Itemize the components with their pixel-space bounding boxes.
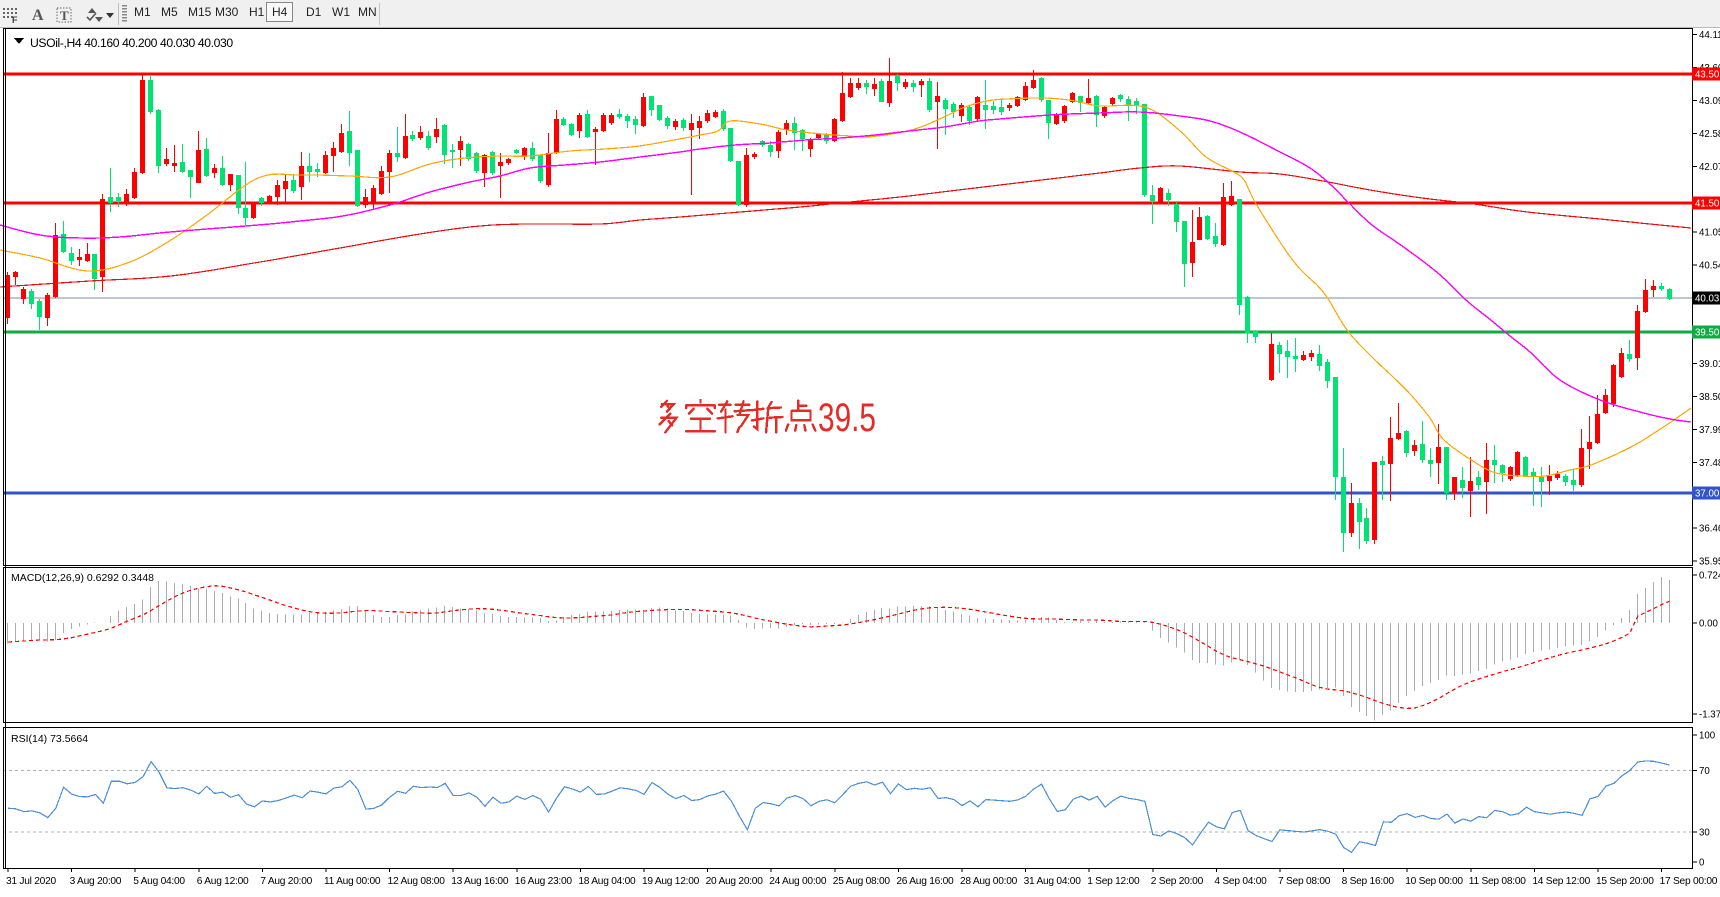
svg-text:37.99: 37.99 <box>1699 425 1720 436</box>
svg-text:T: T <box>60 8 69 23</box>
svg-text:37.48: 37.48 <box>1699 458 1720 469</box>
svg-text:31 Jul 2020: 31 Jul 2020 <box>6 876 57 887</box>
svg-text:36.46: 36.46 <box>1699 524 1720 535</box>
svg-text:26 Aug 16:00: 26 Aug 16:00 <box>896 876 954 887</box>
svg-text:30: 30 <box>1699 828 1710 839</box>
svg-text:100: 100 <box>1699 731 1716 742</box>
svg-text:12 Aug 08:00: 12 Aug 08:00 <box>388 876 446 887</box>
svg-text:0.7240: 0.7240 <box>1699 571 1720 582</box>
svg-text:38.50: 38.50 <box>1699 392 1720 403</box>
svg-text:39.50: 39.50 <box>1695 328 1720 339</box>
svg-text:A: A <box>32 7 44 24</box>
svg-text:17 Sep 00:00: 17 Sep 00:00 <box>1660 876 1718 887</box>
svg-text:-1.37: -1.37 <box>1699 710 1720 721</box>
svg-text:35.95: 35.95 <box>1699 557 1720 568</box>
svg-text:20 Aug 20:00: 20 Aug 20:00 <box>706 876 764 887</box>
svg-text:10 Sep 00:00: 10 Sep 00:00 <box>1405 876 1463 887</box>
svg-text:41.05: 41.05 <box>1699 228 1720 239</box>
svg-text:4 Sep 04:00: 4 Sep 04:00 <box>1214 876 1267 887</box>
svg-text:28 Aug 00:00: 28 Aug 00:00 <box>960 876 1018 887</box>
svg-text:0: 0 <box>1699 858 1705 869</box>
svg-text:70: 70 <box>1699 766 1710 777</box>
svg-text:F: F <box>12 15 18 25</box>
svg-text:14 Sep 12:00: 14 Sep 12:00 <box>1532 876 1590 887</box>
svg-text:31 Aug 04:00: 31 Aug 04:00 <box>1024 876 1082 887</box>
svg-text:11 Sep 08:00: 11 Sep 08:00 <box>1469 876 1526 887</box>
svg-text:13 Aug 16:00: 13 Aug 16:00 <box>451 876 509 887</box>
svg-text:39.01: 39.01 <box>1699 359 1720 370</box>
svg-text:2 Sep 20:00: 2 Sep 20:00 <box>1151 876 1204 887</box>
svg-text:24 Aug 00:00: 24 Aug 00:00 <box>769 876 827 887</box>
svg-text:7 Aug 20:00: 7 Aug 20:00 <box>260 876 312 887</box>
svg-text:7 Sep 08:00: 7 Sep 08:00 <box>1278 876 1331 887</box>
svg-text:RSI(14) 73.5664: RSI(14) 73.5664 <box>11 733 88 745</box>
svg-text:40.03: 40.03 <box>1695 294 1719 305</box>
svg-text:25 Aug 08:00: 25 Aug 08:00 <box>833 876 891 887</box>
svg-text:37.00: 37.00 <box>1695 489 1720 500</box>
svg-text:6 Aug 12:00: 6 Aug 12:00 <box>197 876 249 887</box>
svg-text:MACD(12,26,9) 0.6292 0.3448: MACD(12,26,9) 0.6292 0.3448 <box>11 572 154 584</box>
svg-text:15 Sep 20:00: 15 Sep 20:00 <box>1596 876 1654 887</box>
svg-text:42.07: 42.07 <box>1699 162 1720 173</box>
svg-text:42.58: 42.58 <box>1699 129 1720 140</box>
svg-text:39.5: 39.5 <box>818 396 876 440</box>
svg-text:USOil-,H4 40.160 40.200 40.03: USOil-,H4 40.160 40.200 40.030 40.030 <box>30 36 233 50</box>
svg-text:41.50: 41.50 <box>1695 199 1720 210</box>
svg-text:44.11: 44.11 <box>1699 30 1720 41</box>
svg-text:40.54: 40.54 <box>1699 260 1720 271</box>
svg-text:1 Sep 12:00: 1 Sep 12:00 <box>1087 876 1140 887</box>
svg-text:43.50: 43.50 <box>1695 70 1720 81</box>
svg-text:43.09: 43.09 <box>1699 96 1720 107</box>
svg-text:3 Aug 20:00: 3 Aug 20:00 <box>70 876 122 887</box>
svg-text:18 Aug 04:00: 18 Aug 04:00 <box>578 876 636 887</box>
svg-text:16 Aug 23:00: 16 Aug 23:00 <box>515 876 573 887</box>
svg-text:11 Aug 00:00: 11 Aug 00:00 <box>324 876 381 887</box>
svg-text:19 Aug 12:00: 19 Aug 12:00 <box>642 876 700 887</box>
svg-text:5 Aug 04:00: 5 Aug 04:00 <box>133 876 185 887</box>
svg-text:0.00: 0.00 <box>1699 619 1718 630</box>
svg-text:8 Sep 16:00: 8 Sep 16:00 <box>1342 876 1395 887</box>
